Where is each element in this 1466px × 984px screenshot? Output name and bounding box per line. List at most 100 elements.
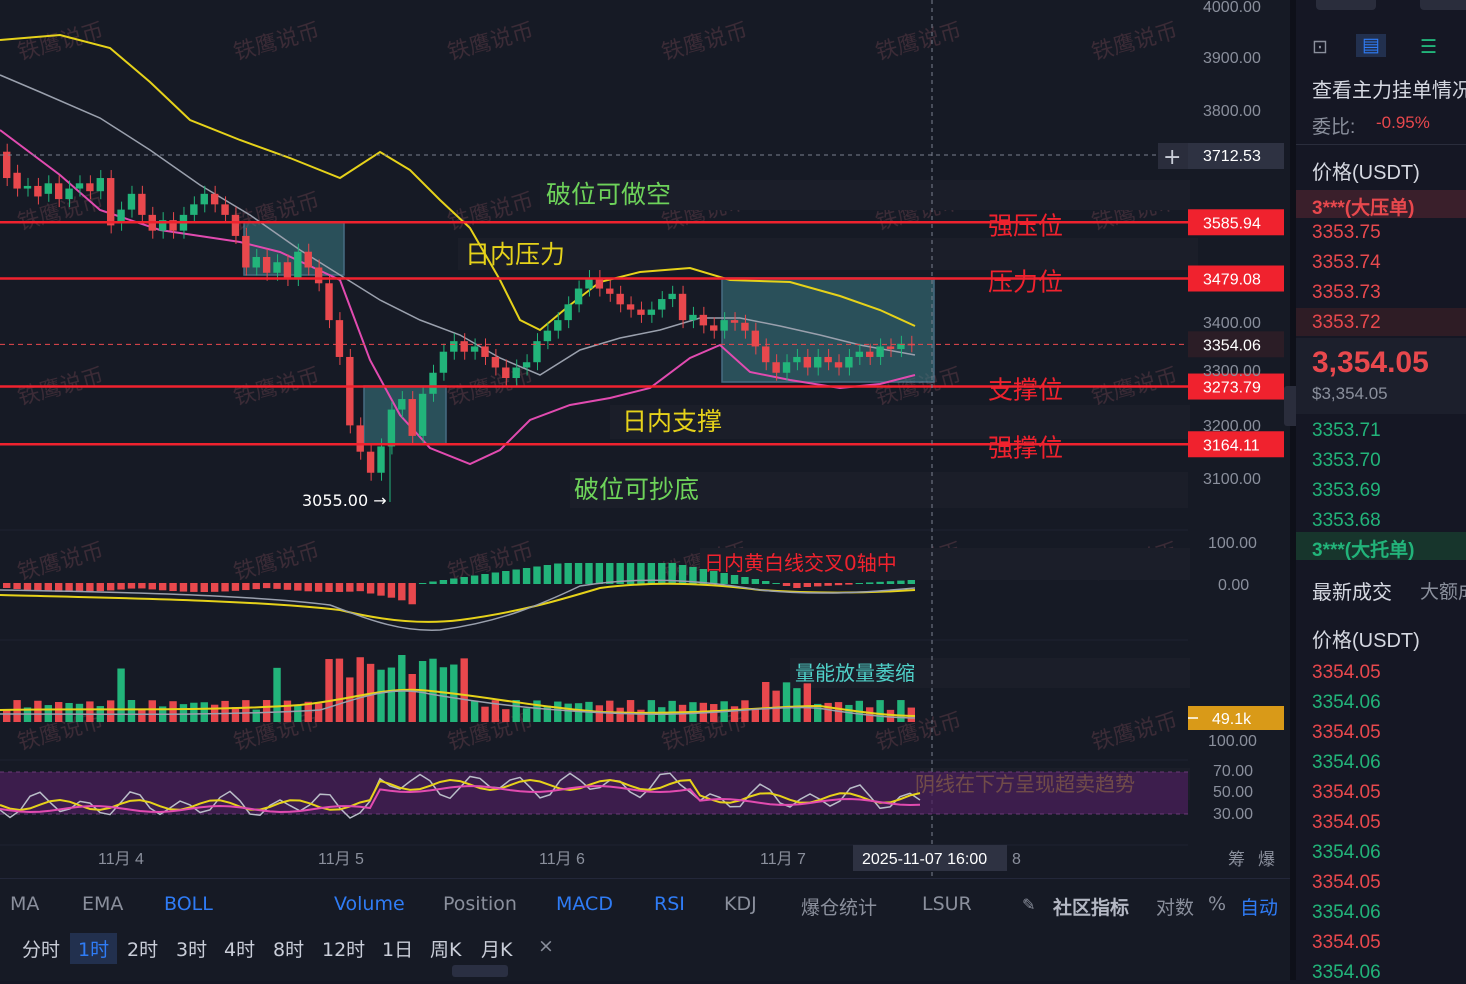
macd-bar: [75, 583, 84, 592]
indicator-volume[interactable]: Volume: [334, 893, 405, 915]
macd-bar: [429, 581, 437, 584]
macd-bar: [637, 563, 645, 584]
candle-body: [741, 322, 749, 331]
crosshair-plus-bg: [1158, 143, 1188, 169]
tab-stub[interactable]: [1316, 0, 1376, 10]
edit-icon[interactable]: ✎: [1022, 895, 1036, 914]
candle-body: [377, 446, 385, 473]
annotation-band: [700, 548, 1190, 580]
macd-bar: [179, 583, 188, 592]
indicator-ma[interactable]: MA: [10, 893, 40, 915]
watermark: 铁鹰说币: [15, 539, 106, 586]
tf-3h[interactable]: 3时: [176, 939, 208, 961]
watermark: 铁鹰说币: [445, 189, 536, 236]
indicator-rsi[interactable]: RSI: [654, 893, 685, 915]
macd-bar: [439, 580, 448, 584]
ask-price[interactable]: 3353.72: [1312, 312, 1381, 333]
indicator-macd[interactable]: MACD: [556, 893, 613, 915]
candle-body: [855, 351, 864, 357]
candle-body: [34, 185, 42, 197]
indicator-lsur[interactable]: LSUR: [922, 893, 972, 915]
auto-scale-toggle[interactable]: 自动: [1240, 897, 1279, 919]
volume-bar: [127, 700, 136, 722]
orderbook-both-icon[interactable]: ⊡: [1312, 37, 1328, 58]
tf-4h[interactable]: 4时: [224, 939, 256, 961]
tf-realtime[interactable]: 分时: [22, 939, 61, 961]
orderbook-asks-icon[interactable]: ☰: [1420, 37, 1438, 58]
candle-body: [751, 330, 760, 347]
volume-bar: [117, 668, 125, 722]
macd-bar: [3, 583, 11, 588]
candle-body: [314, 267, 323, 284]
macd-bar: [554, 563, 562, 584]
candle-body: [210, 193, 219, 205]
tab-large-trades[interactable]: 大额成交: [1420, 582, 1466, 603]
candle-body: [502, 367, 510, 379]
macd-bar: [741, 577, 749, 584]
macd-bar: [54, 583, 63, 592]
bid-price[interactable]: 3353.70: [1312, 450, 1381, 471]
rsi-line-12: [0, 778, 921, 812]
y-tick-label: 3200.00: [1203, 418, 1261, 435]
bid-price[interactable]: 3353.71: [1312, 420, 1381, 441]
macd-bar: [418, 583, 427, 584]
chart-area[interactable]: 铁鹰说币 铁鹰说币 铁鹰说币 铁鹰说币 铁鹰说币 铁鹰说币 铁鹰说币 铁鹰说币 铁鹰说币 铁鹰说币…: [0, 0, 1290, 980]
indicator-ema[interactable]: EMA: [82, 893, 124, 915]
tf-12h[interactable]: 12时: [322, 939, 366, 961]
candle-body: [439, 351, 448, 373]
percent-toggle[interactable]: %: [1208, 893, 1227, 915]
candle-body: [3, 151, 11, 179]
candle-body: [387, 409, 396, 447]
ask-price[interactable]: 3353.73: [1312, 282, 1381, 303]
macd-bar: [304, 583, 312, 592]
volume-bar: [148, 700, 156, 722]
orderbook-bids-icon[interactable]: ▤: [1356, 34, 1386, 57]
macd-bar: [606, 563, 614, 584]
indicator-kdj[interactable]: KDJ: [724, 893, 757, 915]
tf-month[interactable]: 月K: [481, 939, 513, 961]
collapse-panel-handle[interactable]: [1284, 386, 1296, 426]
community-indicators-button[interactable]: 社区指标: [1053, 897, 1130, 919]
volume-bar: [242, 700, 250, 722]
orderbook-panel: ⊡ ▤ ☰ 查看主力挂单情况 委比: -0.95% 价格(USDT) 3***(…: [1284, 0, 1466, 983]
trade-price: 3354.06: [1312, 842, 1381, 863]
indicator-toolbar: MA EMA BOLL Volume Position MACD RSI KDJ…: [0, 878, 1290, 981]
macd-bar: [23, 583, 32, 590]
indicator-liquidation[interactable]: 爆仓统计: [801, 897, 878, 919]
tf-1d[interactable]: 1日: [382, 939, 414, 961]
macd-bar: [782, 583, 791, 586]
big-bid-label: 3***(大托单): [1312, 540, 1415, 561]
ask-price[interactable]: 3353.75: [1312, 222, 1381, 243]
indicator-boll[interactable]: BOLL: [164, 893, 213, 915]
log-scale-toggle[interactable]: 对数: [1156, 897, 1195, 919]
current-price-badge: [1188, 331, 1284, 358]
whale-orders-link[interactable]: 查看主力挂单情况: [1312, 80, 1466, 102]
trade-price: 3354.05: [1312, 872, 1381, 893]
volume-bar: [294, 705, 302, 722]
level-annotation: 支撑位: [988, 376, 1063, 405]
tab-stub-2[interactable]: [1420, 0, 1466, 10]
collapse-handle[interactable]: [452, 965, 508, 977]
macd-bar: [242, 583, 250, 591]
candle-body: [834, 362, 843, 368]
bid-price[interactable]: 3353.68: [1312, 510, 1381, 531]
tf-week[interactable]: 周K: [430, 939, 462, 961]
tf-8h[interactable]: 8时: [273, 939, 305, 961]
tf-1h[interactable]: 1时: [70, 933, 118, 964]
annotation-band: [610, 405, 1190, 439]
macd-bar: [772, 583, 780, 584]
volume-bar: [606, 700, 614, 722]
candle-body: [169, 220, 177, 231]
macd-bar: [543, 565, 552, 584]
tf-2h[interactable]: 2时: [127, 939, 159, 961]
tab-latest-trades[interactable]: 最新成交: [1312, 582, 1392, 604]
close-icon[interactable]: ×: [538, 935, 554, 957]
bid-price[interactable]: 3353.69: [1312, 480, 1381, 501]
macd-bar: [481, 574, 489, 584]
volume-bar: [481, 706, 489, 722]
indicator-position[interactable]: Position: [443, 893, 517, 915]
macd-bar: [106, 583, 115, 591]
y-tick-label: 3800.00: [1203, 103, 1261, 120]
ask-price[interactable]: 3353.74: [1312, 252, 1381, 273]
